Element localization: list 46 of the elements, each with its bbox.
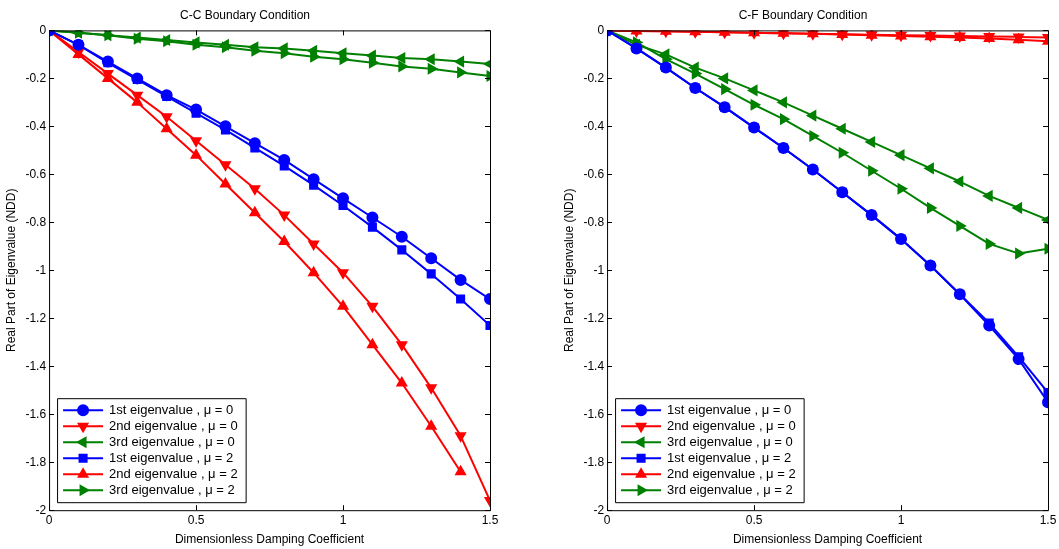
legend-label: 3rd eigenvalue , μ = 2 [667, 481, 793, 497]
legend-label: 3rd eigenvalue , μ = 2 [109, 481, 235, 497]
x-tick-label: 1 [339, 512, 347, 527]
x-tick-label: 0.5 [745, 512, 763, 527]
legend-label: 1st eigenvalue , μ = 2 [667, 449, 792, 465]
y-tick-label: -0.2 [583, 70, 605, 85]
x-tick-label: 1.5 [1039, 512, 1057, 527]
y-tick-label: -1.4 [583, 358, 605, 373]
y-tick-label: -2 [593, 502, 605, 517]
legend-label: 1st eigenvalue , μ = 0 [109, 401, 234, 417]
y-tick-label: -0.4 [583, 118, 605, 133]
y-axis-title: Real Part of Eigenvalue (NDD) [561, 188, 576, 352]
y-tick-label: 0 [39, 22, 47, 37]
y-tick-label: 0 [597, 22, 605, 37]
chart-title: C-F Boundary Condition [738, 7, 868, 22]
y-tick-label: -1 [593, 262, 605, 277]
y-tick-label: -1.6 [583, 406, 605, 421]
y-tick-label: -0.6 [583, 166, 605, 181]
legend-label: 2nd eigenvalue , μ = 2 [109, 465, 238, 481]
y-axis-title: Real Part of Eigenvalue (NDD) [3, 188, 18, 352]
y-tick-label: -1 [35, 262, 47, 277]
y-tick-label: -0.8 [583, 214, 605, 229]
chart-title: C-C Boundary Condition [179, 7, 311, 22]
legend-label: 2nd eigenvalue , μ = 0 [109, 417, 238, 433]
y-tick-label: -1.4 [25, 358, 47, 373]
legend-label: 3rd eigenvalue , μ = 0 [109, 433, 235, 449]
y-tick-label: -1.2 [583, 310, 605, 325]
legend-label: 1st eigenvalue , μ = 0 [667, 401, 792, 417]
y-tick-label: -0.4 [25, 118, 47, 133]
y-tick-label: -1.8 [583, 454, 605, 469]
y-tick-label: -1.6 [25, 406, 47, 421]
x-tick-label: 1 [897, 512, 905, 527]
y-tick-label: -2 [35, 502, 47, 517]
y-tick-label: -0.8 [25, 214, 47, 229]
y-tick-label: -0.6 [25, 166, 47, 181]
legend-label: 2nd eigenvalue , μ = 0 [667, 417, 796, 433]
x-tick-label: 1.5 [481, 512, 499, 527]
x-axis-title: Dimensionless Damping Coefficient [732, 532, 923, 547]
legend-label: 3rd eigenvalue , μ = 0 [667, 433, 793, 449]
x-tick-label: 0.5 [187, 512, 205, 527]
x-axis-title: Dimensionless Damping Coefficient [174, 532, 365, 547]
y-tick-label: -1.2 [25, 310, 47, 325]
legend-label: 1st eigenvalue , μ = 2 [109, 449, 234, 465]
y-tick-label: -1.8 [25, 454, 47, 469]
legend-label: 2nd eigenvalue , μ = 2 [667, 465, 796, 481]
y-tick-label: -0.2 [25, 70, 47, 85]
